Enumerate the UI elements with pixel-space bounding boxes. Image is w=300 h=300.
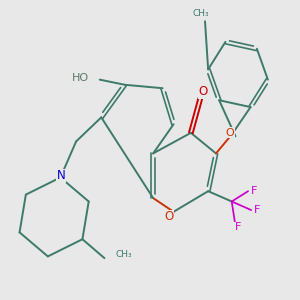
Text: F: F (254, 205, 260, 215)
Text: N: N (57, 169, 65, 182)
Text: O: O (199, 85, 208, 98)
Text: F: F (235, 222, 241, 232)
Text: O: O (226, 128, 235, 138)
Text: CH₃: CH₃ (193, 9, 209, 18)
Text: F: F (250, 186, 257, 196)
Text: HO: HO (72, 73, 89, 83)
Text: CH₃: CH₃ (116, 250, 132, 259)
Text: O: O (164, 210, 173, 224)
